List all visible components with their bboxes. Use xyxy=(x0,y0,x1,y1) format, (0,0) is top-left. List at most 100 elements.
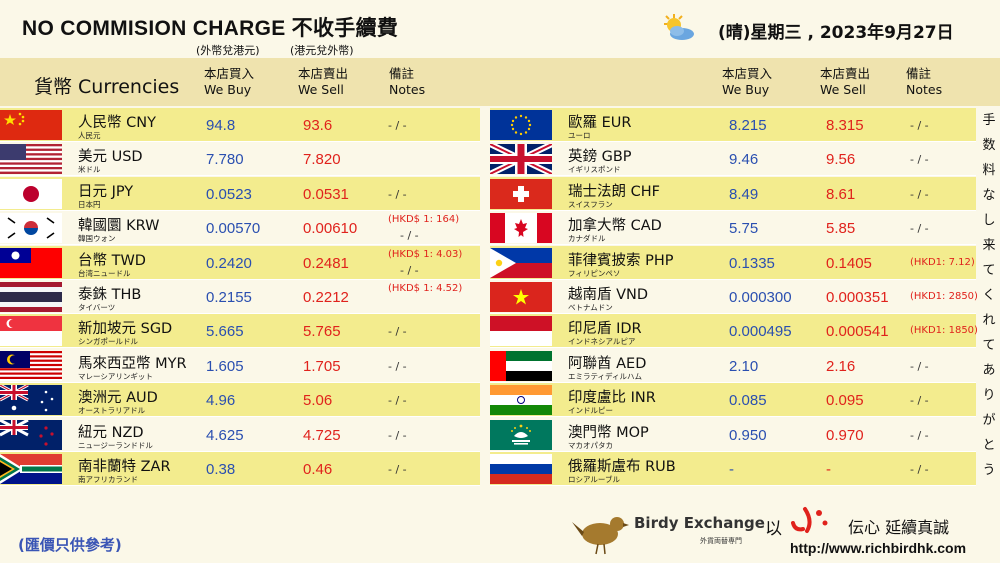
rate-note-hkd: (HKD$ 1: 164) xyxy=(388,214,460,226)
currency-name-jp: マレーシアリンギット xyxy=(78,371,153,381)
sell-rate: 5.06 xyxy=(303,392,333,410)
buy-rate: 0.000300 xyxy=(729,288,792,306)
currency-name: 日元 JPY xyxy=(78,183,134,200)
buy-rate: 7.780 xyxy=(206,151,244,169)
right-sell-header: 本店賣出 We Sell xyxy=(820,66,870,98)
buy-rate: - xyxy=(729,460,734,478)
sell-rate: 0.0531 xyxy=(303,185,349,203)
currency-name: 阿聯酋 AED xyxy=(568,355,647,372)
currency-name-jp: 日本円 xyxy=(78,199,101,209)
side-char: て xyxy=(982,263,996,278)
indonesia-flag-icon xyxy=(490,316,552,347)
sell-rate: 0.095 xyxy=(826,392,864,410)
table-row: 泰銖 THB タイバーツ 0.2155 0.2212 (HKD$ 1: 4.52… xyxy=(0,279,480,314)
buy-subtitle: (外幣兌港元) xyxy=(196,44,260,57)
currency-name: 俄羅斯盧布 RUB xyxy=(568,458,676,475)
table-row: 紐元 NZD ニュージーランドドル 4.625 4.725 - / - xyxy=(0,417,480,452)
rate-note: - / - xyxy=(388,394,407,408)
side-char: 数 xyxy=(982,138,996,153)
table-row: 新加坡元 SGD シンガポールドル 5.665 5.765 - / - xyxy=(0,314,480,349)
currency-name-jp: 米ドル xyxy=(78,165,101,175)
currency-name-jp: イギリスポンド xyxy=(568,165,621,175)
buy-header-zh: 本店買入 xyxy=(204,66,255,81)
currency-name-jp: 台湾ニュードル xyxy=(78,268,131,278)
table-row: 日元 JPY 日本円 0.0523 0.0531 - / - xyxy=(0,176,480,211)
currency-name-jp: エミラティディルハム xyxy=(568,371,643,381)
table-row: 澳門幣 MOP マカオパタカ 0.950 0.970 - / - xyxy=(490,417,976,452)
rate-note-hkd: (HKD1: 1850) xyxy=(910,325,978,337)
currency-name: 加拿大幣 CAD xyxy=(568,218,662,235)
sell-rate: 0.1405 xyxy=(826,254,872,272)
rate-note: - / - xyxy=(388,462,407,476)
usa-flag-icon xyxy=(0,144,62,175)
currency-name-jp: スイスフラン xyxy=(568,199,613,209)
rate-note-hkd: (HKD1: 7.12) xyxy=(910,256,975,268)
buy-rate: 0.2420 xyxy=(206,254,252,272)
currency-name-jp: ニュージーランドドル xyxy=(78,440,153,450)
rate-note: - / - xyxy=(388,325,407,339)
currency-name: 瑞士法朗 CHF xyxy=(568,183,660,200)
buy-header-zh: 本店買入 xyxy=(722,66,773,81)
side-char: 料 xyxy=(982,163,996,178)
currency-name-jp: インドルピー xyxy=(568,406,613,416)
rate-note-hkd: (HKD1: 2850) xyxy=(910,290,978,302)
buy-rate: 8.215 xyxy=(729,117,767,134)
table-row: 菲律賓披索 PHP フィリピンペソ 0.1335 0.1405 (HKD1: 7… xyxy=(490,245,976,280)
rate-note: - / - xyxy=(388,359,407,373)
philippines-flag-icon xyxy=(490,247,552,278)
currency-name-jp: タイバーツ xyxy=(78,302,116,312)
left-notes-header: 備註 Notes xyxy=(389,66,425,98)
sell-header-en: We Sell xyxy=(820,82,866,97)
rate-note: - / - xyxy=(400,263,419,277)
notes-header-en: Notes xyxy=(906,82,943,97)
side-char: し xyxy=(982,213,996,228)
rate-note-hkd: (HKD$ 1: 4.52) xyxy=(388,282,463,294)
thailand-flag-icon xyxy=(0,281,62,312)
buy-rate: 0.950 xyxy=(729,426,767,444)
buy-rate: 4.96 xyxy=(206,392,236,410)
currency-name-jp: 人民元 xyxy=(78,131,101,140)
uk-flag-icon xyxy=(490,144,552,175)
russia-flag-icon xyxy=(490,453,552,484)
buy-rate: 0.0523 xyxy=(206,185,252,203)
buy-rate: 0.00570 xyxy=(206,220,261,238)
website-link[interactable]: http://www.richbirdhk.com xyxy=(790,540,967,556)
sell-rate: 4.725 xyxy=(303,426,341,444)
side-char: 来 xyxy=(982,238,996,253)
sell-header-en: We Sell xyxy=(298,82,344,97)
buy-header-en: We Buy xyxy=(204,82,252,97)
buy-rate: 9.46 xyxy=(729,151,759,169)
sell-subtitle: (港元兌外幣) xyxy=(290,44,354,57)
slogan-prefix: 以 xyxy=(765,519,782,539)
side-char: 手 xyxy=(982,113,996,128)
column-header-band xyxy=(0,58,1000,106)
sell-rate: 5.765 xyxy=(303,323,341,341)
sell-rate: 93.6 xyxy=(303,117,333,134)
table-row: 美元 USD 米ドル 7.780 7.820 xyxy=(0,142,480,177)
left-rate-table: 人民幣 CNY 人民元 94.8 93.6 - / - 美元 USD 米ドル 7… xyxy=(0,108,480,486)
india-flag-icon xyxy=(490,385,552,416)
rate-note: - / - xyxy=(910,187,929,201)
sell-rate: 8.61 xyxy=(826,185,856,203)
sell-rate: 0.000541 xyxy=(826,323,889,341)
currency-name: 菲律賓披索 PHP xyxy=(568,252,674,269)
currency-name: 歐羅 EUR xyxy=(568,115,632,131)
currency-name-jp: ベトナムドン xyxy=(568,302,613,312)
notes-header-en: Notes xyxy=(389,82,426,97)
australia-flag-icon xyxy=(0,385,62,416)
vertical-thanks-text: 手 数 料 な し 来 て く れ て あ り が と う xyxy=(978,108,1000,563)
currency-name: 南非蘭特 ZAR xyxy=(78,458,171,475)
buy-rate: 2.10 xyxy=(729,357,759,375)
currency-name: 美元 USD xyxy=(78,149,143,166)
buy-rate: 0.000495 xyxy=(729,323,792,341)
date-label: (晴)星期三 , 2023年9月27日 xyxy=(718,23,954,43)
sell-rate: 5.85 xyxy=(826,220,856,238)
side-char: て xyxy=(982,338,996,353)
sell-rate: 7.820 xyxy=(303,151,341,169)
buy-rate: 0.1335 xyxy=(729,254,775,272)
page-title: NO COMMISION CHARGE 不收手續費 xyxy=(22,17,399,40)
currency-name: 馬來西亞幣 MYR xyxy=(78,355,187,372)
buy-rate: 0.085 xyxy=(729,392,767,410)
vietnam-flag-icon xyxy=(490,281,552,312)
notes-header-zh: 備註 xyxy=(906,66,932,81)
